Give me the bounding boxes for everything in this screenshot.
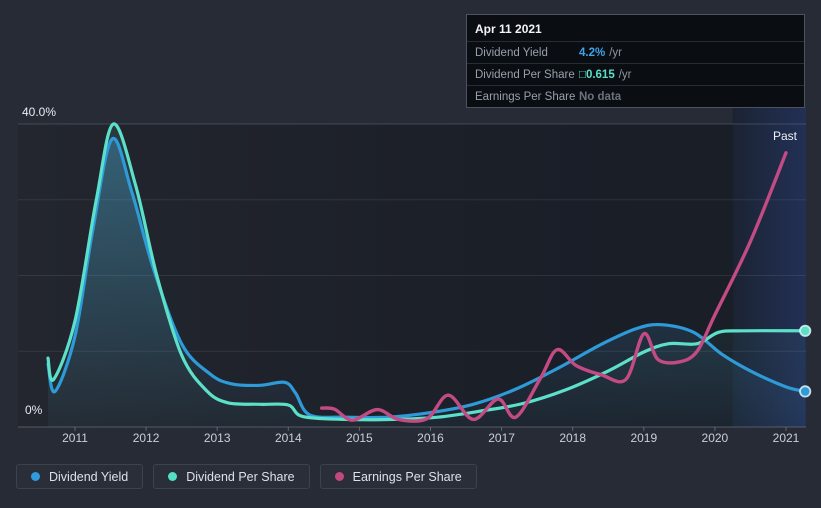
x-axis-label: 2013 xyxy=(203,431,231,445)
chart-tooltip: Apr 11 2021 Dividend Yield 4.2% /yr Divi… xyxy=(466,14,805,108)
tooltip-row-dividend-per-share: Dividend Per Share □0.615 /yr xyxy=(467,63,804,85)
x-axis-label: 2019 xyxy=(630,431,658,445)
legend-item-earnings-per-share[interactable]: Earnings Per Share xyxy=(319,464,477,489)
past-annotation-label: Past xyxy=(773,129,798,143)
tooltip-row-value: No data xyxy=(579,90,622,103)
legend-label: Dividend Yield xyxy=(49,469,129,484)
tooltip-row-label: Earnings Per Share xyxy=(475,90,576,103)
tooltip-row-value: 4.2% xyxy=(579,46,606,59)
x-axis-label: 2020 xyxy=(701,431,729,445)
legend-item-dividend-per-share[interactable]: Dividend Per Share xyxy=(153,464,310,489)
x-axis-label: 2017 xyxy=(488,431,515,445)
x-axis-label: 2011 xyxy=(62,431,88,445)
legend-dot-earnings-per-share xyxy=(334,472,344,481)
legend-dot-dividend-yield xyxy=(31,472,40,481)
legend-label: Earnings Per Share xyxy=(352,469,462,484)
tooltip-date: Apr 11 2021 xyxy=(475,22,542,36)
x-axis-label: 2014 xyxy=(274,431,302,445)
x-axis-label: 2016 xyxy=(417,431,444,445)
x-axis-label: 2012 xyxy=(132,431,160,445)
tooltip-row-suffix: /yr xyxy=(609,46,622,59)
legend-label: Dividend Per Share xyxy=(186,469,295,484)
tooltip-row-label: Dividend Per Share xyxy=(475,68,575,81)
x-axis-label: 2018 xyxy=(559,431,587,445)
chart-legend: Dividend Yield Dividend Per Share Earnin… xyxy=(16,464,477,489)
legend-item-dividend-yield[interactable]: Dividend Yield xyxy=(16,464,144,489)
tooltip-row-label: Dividend Yield xyxy=(475,46,548,59)
tooltip-row-earnings-per-share: Earnings Per Share No data xyxy=(467,85,804,107)
x-axis-label: 2015 xyxy=(346,431,373,445)
tooltip-row-dividend-yield: Dividend Yield 4.2% /yr xyxy=(467,41,804,63)
y-axis-label-top: 40.0% xyxy=(22,105,57,119)
legend-dot-dividend-per-share xyxy=(168,472,178,481)
tooltip-row-suffix: /yr xyxy=(618,68,632,81)
tooltip-row-value: □0.615 xyxy=(579,68,615,81)
y-axis-label-zero: 0% xyxy=(25,403,43,417)
x-axis-label: 2021 xyxy=(772,431,800,445)
